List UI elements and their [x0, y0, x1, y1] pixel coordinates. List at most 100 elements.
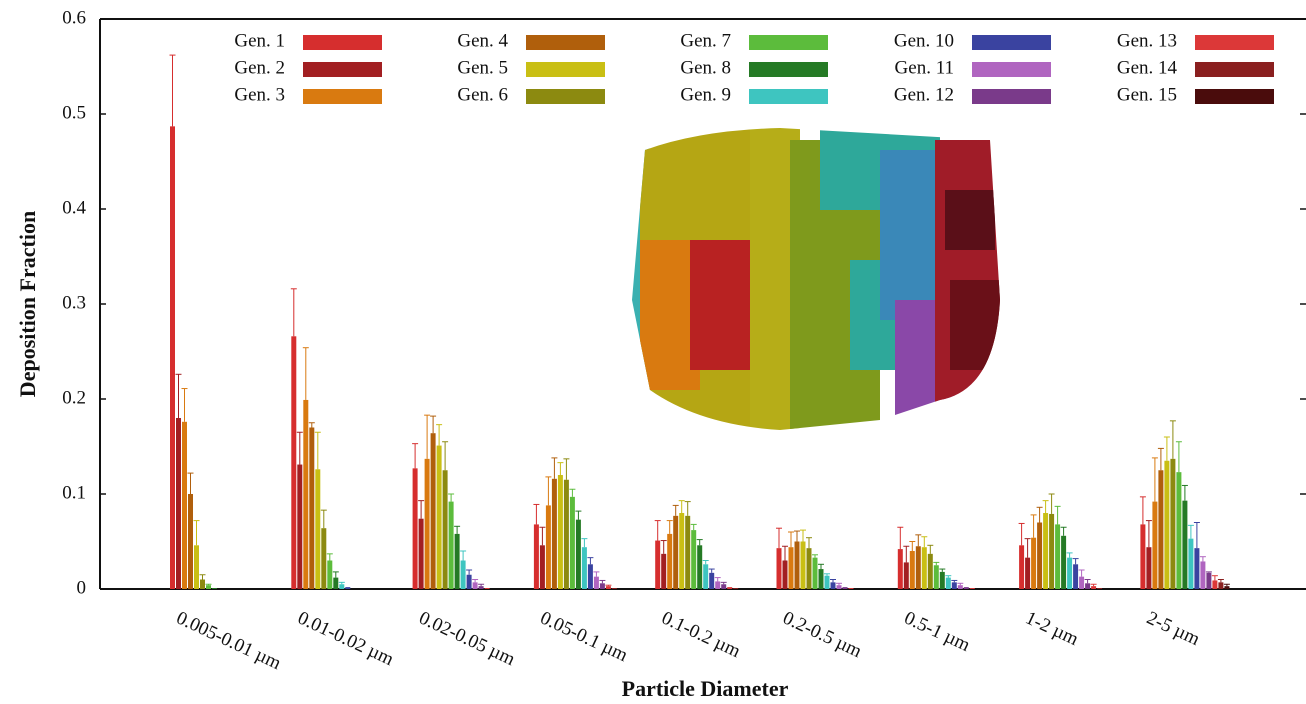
y-tick-label: 0.1 [62, 482, 86, 503]
bar [1194, 548, 1200, 589]
y-tick-label: 0.3 [62, 292, 86, 313]
legend-label: Gen. 2 [234, 57, 285, 78]
x-tick-label: 2-5 µm [1143, 607, 1203, 650]
bar [448, 501, 454, 589]
legend-swatch [1195, 35, 1274, 50]
bar [182, 421, 187, 589]
bar [818, 569, 824, 589]
bar [424, 458, 430, 589]
legend-label: Gen. 14 [1117, 57, 1178, 78]
bar [575, 519, 581, 589]
bar [545, 505, 551, 589]
bar [1067, 557, 1073, 589]
legend-swatch [749, 89, 828, 104]
bar [1061, 535, 1067, 589]
legend-label: Gen. 10 [894, 30, 954, 51]
bar [1188, 538, 1194, 589]
legend-swatch [303, 62, 382, 77]
bar [1073, 564, 1079, 589]
bar [1043, 513, 1049, 589]
bar [842, 587, 848, 589]
legend-label: Gen. 11 [895, 57, 954, 78]
bar [1079, 576, 1085, 589]
bar [345, 587, 351, 589]
bar [957, 585, 963, 589]
bar [412, 468, 418, 589]
bar [430, 433, 436, 589]
bar [176, 418, 181, 589]
x-tick-label: 0.1-0.2 µm [658, 607, 743, 662]
bar [782, 560, 788, 589]
bar [321, 528, 327, 589]
bar [297, 464, 303, 589]
bar [1146, 547, 1152, 589]
bar [951, 582, 957, 589]
bar [599, 583, 605, 589]
bar [1019, 545, 1025, 589]
bar [824, 575, 830, 589]
bar [1200, 561, 1206, 589]
bar [581, 547, 587, 589]
legend-label: Gen. 3 [234, 84, 285, 105]
bar [1170, 458, 1176, 589]
bar [709, 572, 715, 589]
bar [315, 469, 321, 589]
bar [897, 549, 903, 589]
bar [587, 564, 593, 589]
x-tick-label: 0.5-1 µm [901, 607, 974, 656]
bar [939, 571, 945, 589]
y-tick-label: 0.2 [62, 387, 86, 408]
bar [472, 582, 478, 589]
legend-label: Gen. 7 [680, 30, 731, 51]
bar [539, 545, 545, 589]
bar [1055, 524, 1061, 589]
bar [715, 581, 721, 589]
bar [1025, 557, 1031, 589]
bar [727, 587, 733, 589]
bar [309, 427, 315, 589]
legend-label: Gen. 12 [894, 84, 954, 105]
bar [788, 547, 794, 589]
bar [794, 541, 800, 589]
bar [569, 496, 575, 589]
legend-label: Gen. 5 [457, 57, 508, 78]
bar [655, 540, 661, 589]
bar [593, 576, 599, 589]
bar [733, 588, 739, 589]
legend-swatch [303, 89, 382, 104]
bar [200, 579, 205, 589]
bar [697, 545, 703, 589]
bar [1091, 586, 1097, 589]
bar [206, 585, 211, 589]
bar [812, 557, 818, 589]
bar [909, 551, 915, 589]
bar [806, 548, 812, 589]
x-tick-label: 0.2-0.5 µm [780, 607, 865, 662]
bar [721, 584, 727, 589]
legend-swatch [749, 62, 828, 77]
legend-label: Gen. 1 [234, 30, 285, 51]
bar [927, 553, 933, 589]
bar [1097, 588, 1103, 589]
y-tick-label: 0.5 [62, 102, 86, 123]
bar [776, 548, 782, 589]
legend-label: Gen. 9 [680, 84, 731, 105]
bar [484, 588, 490, 589]
bar [915, 546, 921, 589]
bar [921, 547, 927, 589]
y-tick-label: 0.6 [62, 7, 86, 28]
bar [673, 515, 679, 589]
legend-swatch [303, 35, 382, 50]
bar [1049, 513, 1055, 589]
bar [1031, 537, 1037, 589]
x-tick-label: 0.01-0.02 µm [294, 607, 397, 670]
bar [1164, 460, 1170, 589]
bar [460, 560, 466, 589]
bar [442, 470, 448, 589]
bar [533, 524, 539, 589]
bar [605, 586, 611, 589]
bar [1085, 583, 1091, 589]
bar [963, 587, 969, 589]
bar [1212, 580, 1218, 589]
